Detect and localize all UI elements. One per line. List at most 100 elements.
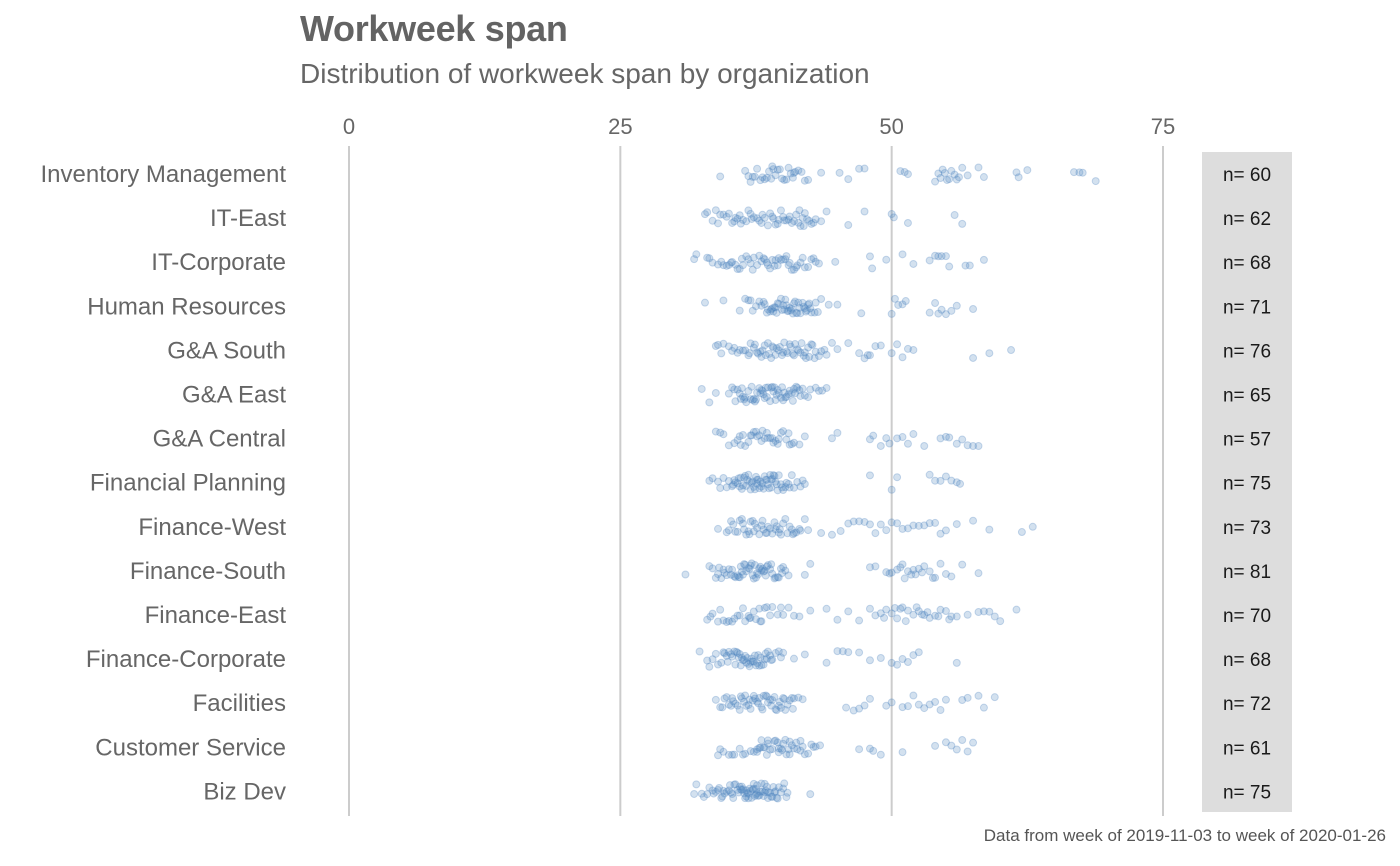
data-point <box>794 346 803 355</box>
data-point <box>761 475 770 484</box>
data-point <box>774 389 783 398</box>
data-point <box>720 694 729 703</box>
data-point <box>749 574 758 583</box>
data-point <box>880 613 889 622</box>
data-point <box>714 617 723 626</box>
data-point <box>887 568 896 577</box>
data-point <box>740 655 749 664</box>
data-point <box>893 565 902 574</box>
data-point <box>763 788 772 797</box>
data-point <box>772 793 781 802</box>
data-point <box>1078 168 1087 177</box>
data-point <box>796 348 805 357</box>
data-point <box>714 219 723 228</box>
data-point <box>785 440 794 449</box>
data-point <box>887 658 896 667</box>
data-point <box>697 384 706 393</box>
data-point <box>750 561 759 570</box>
data-point <box>774 744 783 753</box>
data-point <box>789 438 798 447</box>
data-point <box>776 653 785 662</box>
data-point <box>705 783 714 792</box>
data-point <box>758 479 767 488</box>
data-point <box>900 574 909 583</box>
data-point <box>792 308 801 317</box>
data-point <box>958 219 967 228</box>
data-point <box>771 477 780 486</box>
count-label: n= 61 <box>1223 738 1271 759</box>
data-point <box>865 252 874 261</box>
data-point <box>898 703 907 712</box>
data-point <box>787 218 796 227</box>
data-point <box>778 746 787 755</box>
data-point <box>716 484 725 493</box>
data-point <box>724 700 733 709</box>
data-point <box>714 260 723 269</box>
data-point <box>761 691 770 700</box>
data-point <box>745 564 754 573</box>
data-point <box>898 250 907 259</box>
data-point <box>893 660 902 669</box>
data-point <box>876 441 885 450</box>
data-point <box>937 305 946 314</box>
data-point <box>811 347 820 356</box>
data-point <box>763 433 772 442</box>
data-point <box>762 782 771 791</box>
data-point <box>735 516 744 525</box>
data-point <box>724 209 733 218</box>
data-point <box>705 398 714 407</box>
data-point <box>746 177 755 186</box>
data-point <box>717 574 726 583</box>
data-point <box>844 607 853 616</box>
data-point <box>733 527 742 536</box>
data-point <box>699 792 708 801</box>
data-point <box>735 211 744 220</box>
data-point <box>871 342 880 351</box>
data-point <box>719 339 728 348</box>
data-point <box>793 345 802 354</box>
data-point <box>952 745 961 754</box>
data-point <box>800 479 809 488</box>
data-point <box>756 477 765 486</box>
data-point <box>769 214 778 223</box>
data-point <box>936 476 945 485</box>
data-point <box>758 173 767 182</box>
data-point <box>775 165 784 174</box>
data-point <box>745 784 754 793</box>
data-point <box>779 348 788 357</box>
data-point <box>760 779 769 788</box>
data-point <box>890 603 899 612</box>
data-point <box>766 524 775 533</box>
data-point <box>733 701 742 710</box>
data-point <box>737 254 746 263</box>
data-point <box>709 789 718 798</box>
data-point <box>778 483 787 492</box>
data-point <box>818 386 827 395</box>
data-point <box>882 434 891 443</box>
data-point <box>720 649 729 658</box>
category-label: Inventory Management <box>41 161 287 188</box>
data-point <box>722 693 731 702</box>
data-point <box>800 304 809 313</box>
data-point <box>708 474 717 483</box>
data-point <box>743 654 752 663</box>
data-point <box>811 257 820 266</box>
data-point <box>753 745 762 754</box>
data-point <box>733 479 742 488</box>
data-point <box>766 695 775 704</box>
data-point <box>756 347 765 356</box>
data-point <box>792 738 801 747</box>
data-point <box>767 354 776 363</box>
data-point <box>941 526 950 535</box>
data-point <box>952 658 961 667</box>
data-point <box>730 572 739 581</box>
data-point <box>969 305 978 314</box>
data-point <box>800 432 809 441</box>
data-point <box>786 169 795 178</box>
data-point <box>756 787 765 796</box>
data-point <box>789 384 798 393</box>
data-point <box>722 261 731 270</box>
data-point <box>789 217 798 226</box>
data-point <box>757 218 766 227</box>
data-point <box>775 697 784 706</box>
